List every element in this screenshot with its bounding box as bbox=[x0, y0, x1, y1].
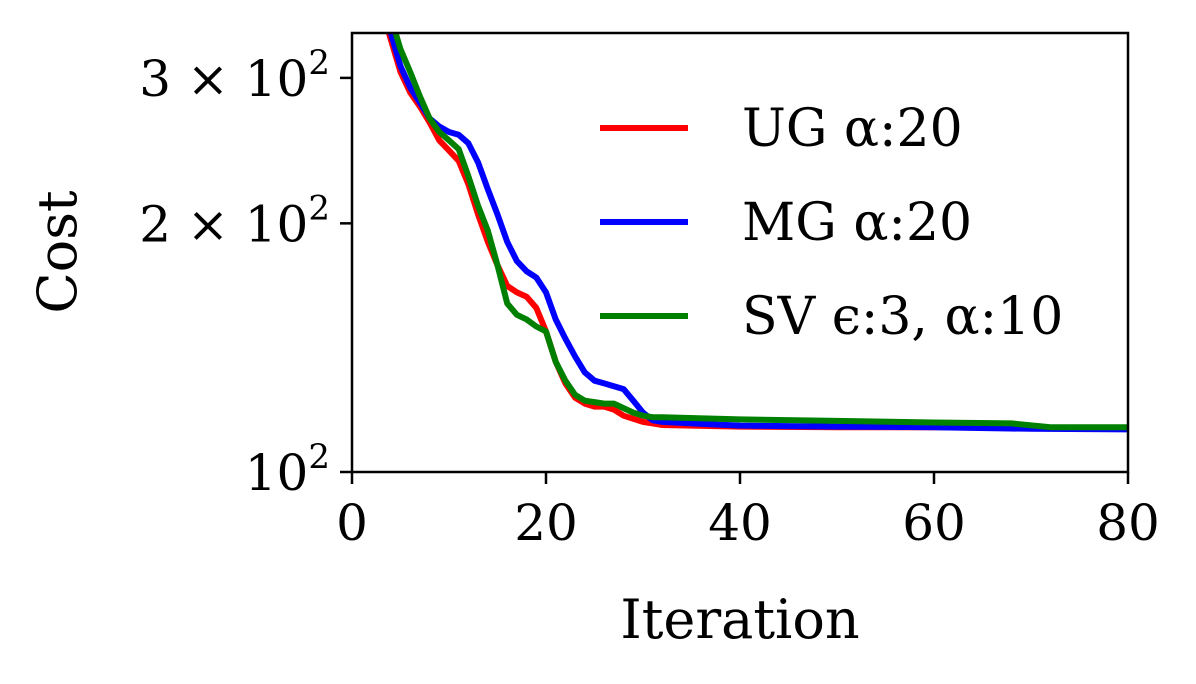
x-tick-label-3: 60 bbox=[902, 494, 966, 552]
legend-label-2: SV ϵ:3, α:10 bbox=[742, 287, 1063, 347]
x-tick-label-4: 80 bbox=[1096, 494, 1160, 552]
legend-label-1: MG α:20 bbox=[742, 193, 972, 253]
x-tick-label-2: 40 bbox=[708, 494, 772, 552]
series-lines bbox=[385, 33, 1128, 433]
series-line-2 bbox=[392, 33, 1128, 431]
legend-label-0: UG α:20 bbox=[742, 99, 963, 159]
x-axis-label: Iteration bbox=[620, 588, 859, 651]
x-tick-label-0: 0 bbox=[336, 494, 368, 552]
plot-frame bbox=[350, 31, 1130, 474]
series-line-1 bbox=[387, 33, 1128, 433]
y-tick-label-0: 102 bbox=[245, 437, 330, 502]
y-tick-label-2: 3 × 102 bbox=[139, 43, 330, 108]
x-tick-label-1: 20 bbox=[514, 494, 578, 552]
legend: UG α:20 MG α:20 SV ϵ:3, α:10 bbox=[600, 99, 1063, 347]
axis-ticks: 0 20 40 60 80 102 2 × 102 3 × 102 bbox=[139, 43, 1160, 552]
y-axis-label: Cost bbox=[26, 190, 89, 314]
y-tick-label-1: 2 × 102 bbox=[139, 188, 330, 253]
